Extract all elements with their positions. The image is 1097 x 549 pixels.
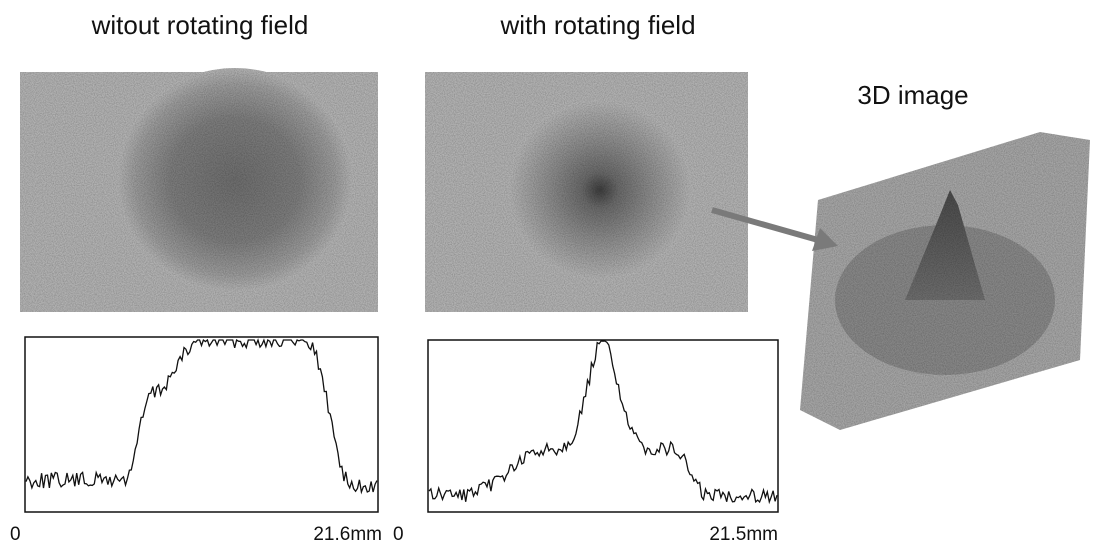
image-with xyxy=(425,72,748,312)
image-without xyxy=(20,68,378,312)
image-label: 3D image xyxy=(857,80,968,110)
profile-curve xyxy=(25,338,378,495)
arrow-head xyxy=(812,228,838,251)
arrow xyxy=(711,207,819,243)
panel-title: witout rotating field xyxy=(91,10,309,40)
panel-title: with rotating field xyxy=(499,10,695,40)
image-3d xyxy=(800,132,1090,430)
axis-label: 0 xyxy=(10,524,21,545)
profile-curve xyxy=(428,340,778,505)
axis-label: 21.6mm xyxy=(313,524,382,545)
axis-label: 0 xyxy=(393,524,404,545)
profile-frame xyxy=(24,336,379,513)
profile-frame xyxy=(427,339,779,513)
axis-label: 21.5mm xyxy=(709,524,778,545)
